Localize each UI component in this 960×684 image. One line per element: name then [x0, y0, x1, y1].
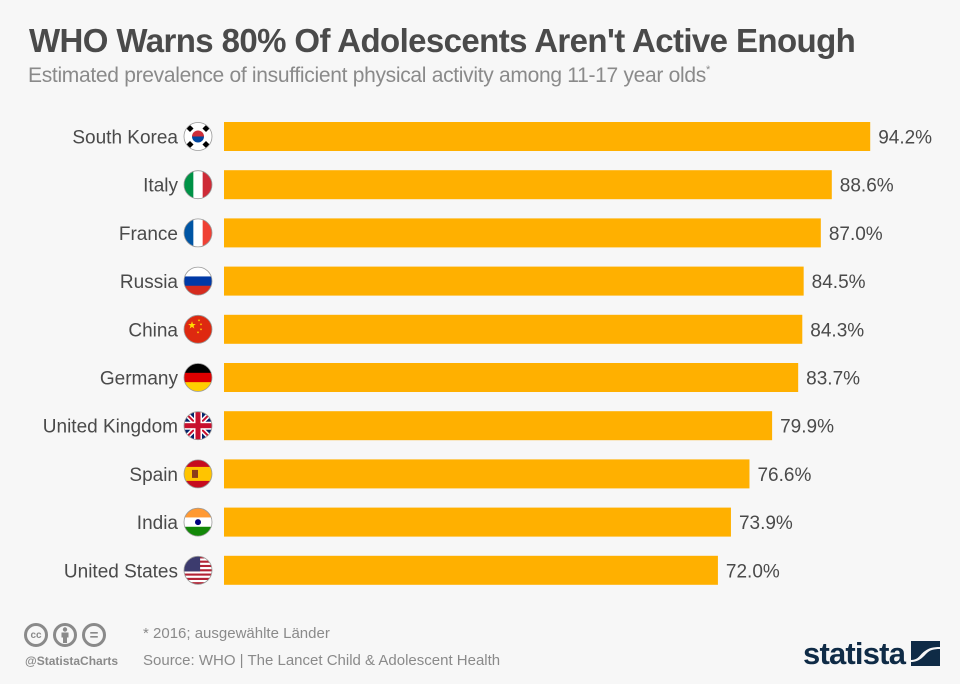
category-label: France [119, 224, 178, 245]
chart-subtitle: Estimated prevalence of insufficient phy… [28, 64, 710, 88]
bar [224, 363, 799, 392]
united-kingdom-flag-icon [183, 411, 213, 441]
statista-logo-icon [911, 641, 941, 666]
data-label: 76.6% [757, 465, 811, 486]
bar [224, 411, 773, 441]
data-label: 84.3% [810, 320, 864, 341]
category-label: Russia [120, 272, 179, 293]
category-label: Italy [143, 176, 178, 197]
bar [224, 170, 832, 200]
category-label: India [137, 513, 179, 534]
china-flag-icon [183, 314, 213, 344]
cc-icon-label: cc [30, 629, 42, 641]
data-label: 72.0% [726, 561, 780, 582]
category-label: Germany [100, 369, 179, 390]
twitter-handle[interactable]: @StatistaCharts [25, 654, 119, 668]
bar [224, 122, 871, 151]
attribution-icon[interactable] [53, 623, 77, 647]
bar-row: United Kingdom 79.9% [43, 411, 834, 441]
category-label: South Korea [72, 128, 178, 149]
bar [224, 555, 718, 585]
bar-row: United States 72.0% [64, 555, 780, 585]
data-label: 84.5% [812, 272, 866, 293]
bar [224, 314, 803, 344]
category-label: United States [64, 561, 178, 582]
russia-flag-icon [183, 266, 213, 296]
germany-flag-icon [183, 363, 213, 392]
france-flag-icon [183, 218, 213, 248]
bar-row: Germany 83.7% [100, 363, 860, 392]
person-glyph [61, 627, 69, 643]
license-icons: cc = [24, 623, 106, 647]
south-korea-flag-icon [183, 122, 213, 151]
bar-chart: South Korea 94.2% Italy 88.6% France 87.0% Rus… [43, 122, 932, 585]
india-flag-icon [183, 507, 213, 537]
data-label: 87.0% [829, 224, 883, 245]
bar-row: Spain 76.6% [129, 459, 811, 489]
bar [224, 459, 750, 489]
bar-row: Russia 84.5% [120, 266, 866, 296]
subtitle-footnote-marker: * [705, 64, 710, 76]
spain-flag-icon [183, 459, 213, 489]
data-label: 73.9% [739, 513, 793, 534]
bar [224, 507, 731, 537]
nd-icon-label: = [89, 626, 99, 644]
category-label: China [128, 320, 178, 341]
subtitle-text: Estimated prevalence of insufficient phy… [28, 64, 706, 87]
united-states-flag-icon [183, 555, 213, 585]
bar-row: Italy 88.6% [143, 170, 894, 200]
bar-row: China 84.3% [128, 314, 864, 344]
bar-row: France 87.0% [119, 218, 883, 248]
data-label: 79.9% [780, 417, 834, 438]
bar-row: India 73.9% [137, 507, 793, 537]
bar [224, 266, 804, 296]
category-label: Spain [129, 465, 178, 486]
bar [224, 218, 821, 248]
statista-wordmark: statista [803, 636, 906, 671]
italy-flag-icon [183, 170, 213, 200]
data-label: 94.2% [878, 128, 932, 149]
no-derivatives-icon[interactable]: = [82, 623, 106, 647]
data-label: 83.7% [806, 369, 860, 390]
data-label: 88.6% [840, 176, 894, 197]
category-label: United Kingdom [43, 417, 178, 438]
source-note: Source: WHO | The Lancet Child & Adolesc… [143, 652, 501, 669]
footnote: * 2016; ausgewählte Länder [143, 625, 330, 642]
bar-row: South Korea 94.2% [72, 122, 932, 151]
chart-title: WHO Warns 80% Of Adolescents Aren't Acti… [29, 22, 856, 59]
statista-logo[interactable]: statista [803, 636, 941, 671]
creative-commons-icon[interactable]: cc [24, 623, 48, 647]
